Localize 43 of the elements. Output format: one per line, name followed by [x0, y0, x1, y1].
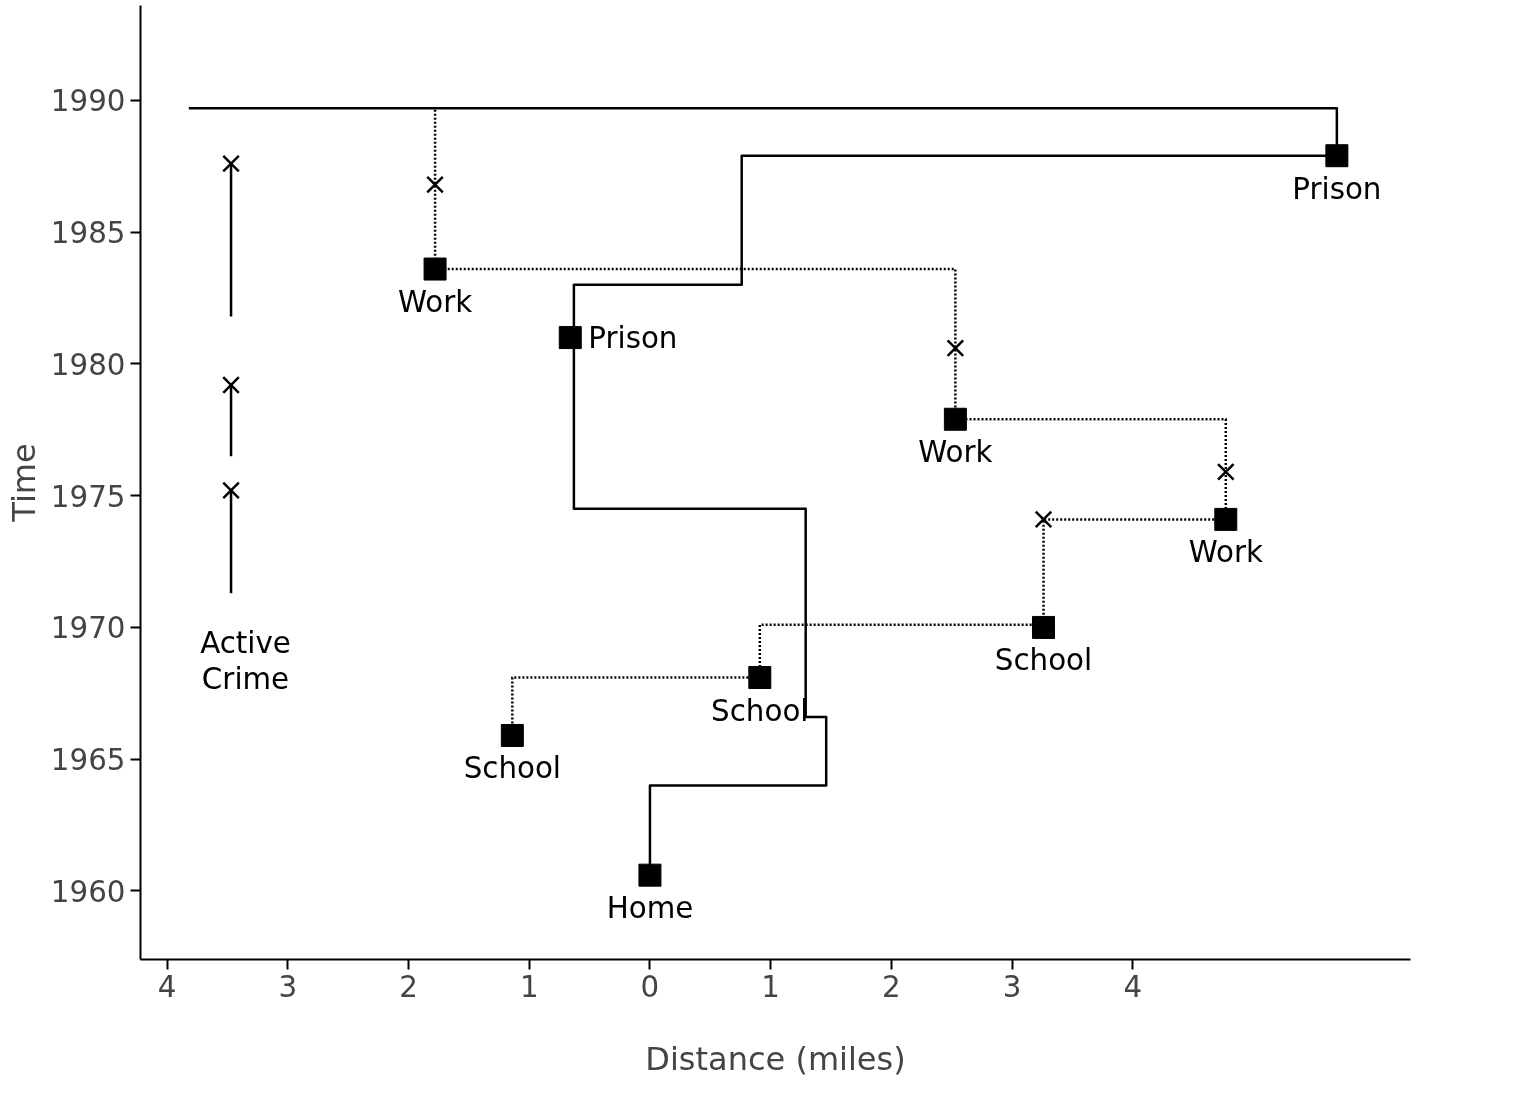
- point: [222, 154, 241, 173]
- point: [426, 175, 445, 194]
- point: [222, 375, 241, 395]
- point: [943, 407, 967, 431]
- data-label: Work: [1188, 535, 1263, 570]
- point: [558, 326, 582, 350]
- point: [748, 666, 772, 690]
- data-label: Home: [606, 891, 694, 926]
- data-label: Prison: [1292, 171, 1382, 206]
- y-tick-label: 1985: [50, 216, 126, 251]
- x-tick-label: 4: [157, 969, 177, 1004]
- x-axis-title: Distance (miles): [645, 1039, 906, 1078]
- y-tick-label: 1975: [50, 479, 126, 514]
- x-tick-label: 0: [640, 969, 660, 1004]
- y-axis-title: Time: [4, 443, 43, 523]
- point: [638, 863, 662, 887]
- point: [1216, 462, 1235, 481]
- x-tick-label: 3: [278, 969, 298, 1004]
- y-tick-label: 1980: [50, 347, 126, 382]
- point: [423, 257, 447, 281]
- point: [1214, 507, 1238, 531]
- point: [222, 481, 241, 500]
- x-tick-label: 2: [882, 969, 901, 1004]
- data-label: Work: [397, 285, 473, 320]
- y-tick-label: 1990: [50, 84, 126, 119]
- data-label: School: [463, 751, 562, 786]
- data-label: Work: [918, 435, 993, 470]
- x-tick-label: 1: [519, 969, 539, 1004]
- y-tick-label: 1970: [50, 611, 126, 646]
- y-tick-label: 1965: [50, 743, 126, 778]
- annotation: Active Crime: [200, 625, 291, 696]
- x-tick-label: 3: [1002, 969, 1022, 1004]
- x-tick-label: 2: [399, 969, 418, 1004]
- data-label: School: [994, 643, 1093, 678]
- x-tick-label: 1: [761, 969, 781, 1004]
- data-label: Prison: [588, 320, 678, 355]
- point: [1034, 510, 1053, 529]
- point: [1032, 615, 1055, 639]
- point: [500, 723, 524, 747]
- point: [946, 339, 965, 358]
- y-tick-label: 1960: [50, 874, 126, 909]
- point: [1325, 144, 1349, 168]
- x-tick-label: 4: [1123, 969, 1143, 1004]
